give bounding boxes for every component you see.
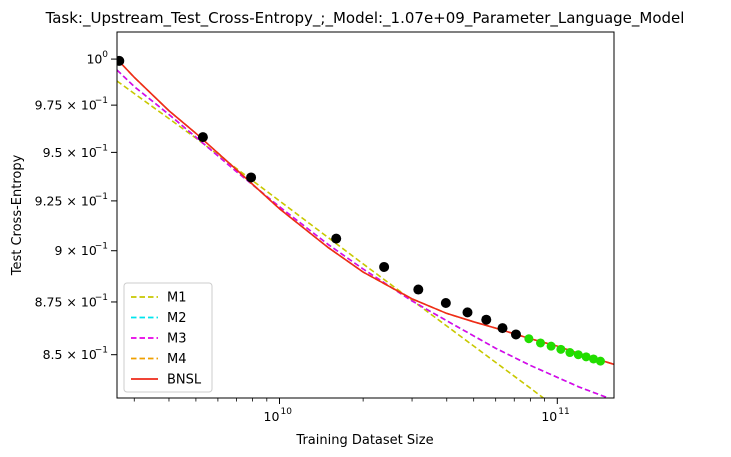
legend-box xyxy=(123,282,213,393)
y-tick-label: 9.5 × 10 xyxy=(43,145,97,160)
test-point xyxy=(524,334,534,344)
legend-label-m4: M4 xyxy=(167,352,187,367)
points-layer xyxy=(117,55,605,366)
x-tick-label: 10 xyxy=(264,409,280,424)
x-tick-label: 10 xyxy=(541,409,557,424)
x-tick-exponent: 10 xyxy=(281,407,293,417)
y-tick-label: 9.75 × 10 xyxy=(35,98,97,113)
train-point xyxy=(510,329,521,340)
y-tick-exponent: −1 xyxy=(95,242,108,252)
y-tick-exponent: −1 xyxy=(95,346,108,356)
series-layer xyxy=(117,58,614,398)
y-tick-exponent: 0 xyxy=(102,50,108,60)
legend: M1 M2 M3 M4 BNSL xyxy=(123,282,213,393)
y-tick-exponent: −1 xyxy=(95,293,108,303)
x-tick-exponent: 11 xyxy=(558,407,569,417)
plot-area xyxy=(116,31,615,399)
train-point xyxy=(440,298,451,308)
train-point xyxy=(197,132,208,143)
train-point xyxy=(379,261,390,272)
series-line-m3 xyxy=(117,69,611,398)
test-point xyxy=(565,348,575,358)
series-line-m1 xyxy=(117,80,545,398)
test-point xyxy=(595,356,605,366)
train-point xyxy=(481,314,492,325)
train-point xyxy=(246,172,257,183)
test-point xyxy=(589,354,598,364)
y-tick-label: 8.5 × 10 xyxy=(43,347,97,362)
legend-label-bnsl: BNSL xyxy=(167,373,202,388)
y-axis-label: Test Cross-Entropy xyxy=(10,154,25,276)
y-tick-exponent: −1 xyxy=(95,143,108,153)
train-point xyxy=(331,233,342,244)
y-tick-label: 8.75 × 10 xyxy=(35,294,97,309)
train-point xyxy=(413,284,424,295)
train-point xyxy=(462,307,473,318)
x-axis-label: Training Dataset Size xyxy=(295,433,433,448)
train-point xyxy=(497,323,508,334)
legend-label-m3: M3 xyxy=(167,332,187,347)
x-axis-ticks: 10 10 10 11 xyxy=(133,398,570,424)
test-point xyxy=(546,341,556,351)
chart-title: Task:_Upstream_Test_Cross-Entropy_;_Mode… xyxy=(45,9,685,28)
legend-label-m1: M1 xyxy=(167,291,187,306)
legend-label-m2: M2 xyxy=(167,311,187,326)
y-tick-exponent: −1 xyxy=(95,192,108,202)
test-point xyxy=(536,338,545,348)
y-tick-label: 9.25 × 10 xyxy=(35,193,97,208)
test-point xyxy=(573,350,583,360)
plot-frame xyxy=(116,31,615,399)
train-point xyxy=(117,55,125,66)
y-axis-ticks: 010−19.75 × 10−19.5 × 10−19.25 × 10−19 ×… xyxy=(35,50,117,362)
y-tick-label: 10 xyxy=(86,52,102,67)
test-point xyxy=(581,352,591,362)
y-tick-label: 9 × 10 xyxy=(55,243,97,258)
y-tick-exponent: −1 xyxy=(95,96,108,106)
test-point xyxy=(556,344,566,354)
